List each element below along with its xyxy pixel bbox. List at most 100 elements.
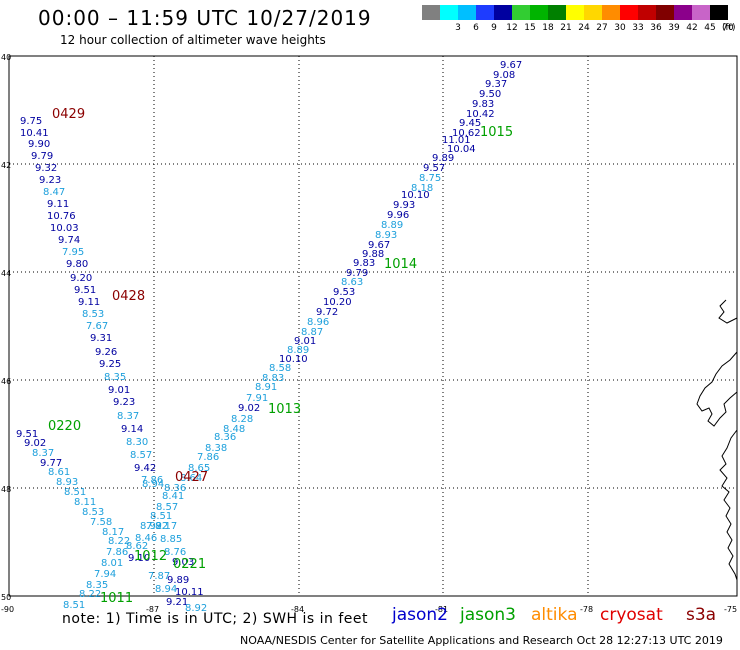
- wave-height-value: 9.57: [423, 163, 445, 174]
- wave-height-value: 9.26: [95, 347, 117, 358]
- legend-label: 24: [578, 23, 590, 33]
- wave-height-value: 8.65: [188, 463, 210, 474]
- wave-height-value: 9.03: [172, 557, 194, 568]
- legend-unit: (ft): [722, 23, 736, 33]
- wave-height-value: 9.96: [387, 210, 409, 221]
- legend-label: 70: [722, 23, 734, 33]
- legend-label: 9: [491, 23, 497, 33]
- wave-height-value: 9.88: [362, 249, 384, 260]
- legend-swatch: [494, 5, 512, 20]
- wave-height-value: 9.90: [28, 139, 50, 150]
- wave-height-value: 8.96: [307, 317, 329, 328]
- legend-swatch: [566, 5, 584, 20]
- wave-height-value: 8.53: [82, 507, 104, 518]
- wave-height-value: 8.35: [104, 372, 126, 383]
- wave-height-value: 9.08: [493, 70, 515, 81]
- lat-label: 46: [1, 377, 11, 386]
- wave-height-value: 8.94: [142, 479, 164, 490]
- wave-height-value: 8.11: [74, 497, 96, 508]
- legend-swatch: [656, 5, 674, 20]
- wave-height-value: 8.17: [155, 521, 177, 532]
- wave-height-value: 9.51: [16, 429, 38, 440]
- wave-height-value: 7.91: [246, 393, 268, 404]
- wave-height-value: 7.94: [94, 569, 116, 580]
- wave-height-value: 7.58: [90, 517, 112, 528]
- map-subtitle: 12 hour collection of altimeter wave hei…: [60, 33, 326, 47]
- wave-height-value: 8.51: [150, 511, 172, 522]
- lon-label: -84: [291, 605, 304, 614]
- axis-labels: 40 42 44 46 48 50 -90 -87 -84 -81 -78 -75: [1, 53, 737, 614]
- wave-height-value: 9.53: [333, 287, 355, 298]
- legend-swatch: [602, 5, 620, 20]
- map-frame: [8, 55, 738, 597]
- wave-height-value: 8.89: [381, 220, 403, 231]
- sat-label-jason3: jason3: [460, 605, 516, 625]
- wave-height-value: 9.79: [346, 268, 368, 279]
- wave-height-value: 7.95: [62, 247, 84, 258]
- legend-label: 12: [506, 23, 518, 33]
- legend-swatch: [710, 5, 728, 20]
- wave-height-value: 9.51: [74, 285, 96, 296]
- legend-swatch: [638, 5, 656, 20]
- legend-label: 30: [614, 23, 626, 33]
- wave-height-value: 8.36: [214, 432, 236, 443]
- wave-height-value: 8.48: [223, 424, 245, 435]
- wave-height-value: 9.79: [31, 151, 53, 162]
- wave-height-value: 9.01: [294, 336, 316, 347]
- wave-height-value: 8.75: [419, 173, 441, 184]
- legend-swatch: [584, 5, 602, 20]
- wave-height-value: 8.35: [86, 580, 108, 591]
- wave-height-value: 8.51: [63, 600, 85, 611]
- wave-height-value: 8.93: [375, 230, 397, 241]
- wave-height-value: 10.10: [279, 354, 308, 365]
- wave-height-value: 9.23: [39, 175, 61, 186]
- wave-height-value: 9.23: [113, 397, 135, 408]
- wave-height-value: 9.67: [368, 240, 390, 251]
- pass-time-label: 1011: [100, 591, 133, 606]
- legend-swatch: [440, 5, 458, 20]
- legend-label: 27: [596, 23, 608, 33]
- wave-height-value: 9.67: [500, 60, 522, 71]
- pass-labels-layer: 0429 0428 0427 1015 1014 1013 1012 1011 0220 0221: [48, 107, 513, 606]
- legend-label: 33: [632, 23, 644, 33]
- legend-label: 3: [455, 23, 461, 33]
- legend-swatch: [422, 5, 440, 20]
- wave-height-value: 9.89: [432, 153, 454, 164]
- wave-height-value: 9.50: [479, 89, 501, 100]
- legend-swatch: [692, 5, 710, 20]
- wave-height-value: 8.37: [117, 411, 139, 422]
- legend-label: 39: [668, 23, 680, 33]
- lat-label: 44: [1, 269, 11, 278]
- legend-swatch: [548, 5, 566, 20]
- wave-height-value: 8.64: [180, 473, 202, 484]
- legend-label: 18: [542, 23, 554, 33]
- pass-time-label: 1015: [480, 125, 513, 140]
- credit-line: NOAA/NESDIS Center for Satellite Applica…: [240, 634, 723, 647]
- wave-height-value: 9.31: [90, 333, 112, 344]
- wave-height-value: 9.80: [66, 259, 88, 270]
- wave-height-value: 7.92: [146, 521, 168, 532]
- sat-label-jason2: jason2: [392, 605, 448, 625]
- wave-height-value: 9.75: [20, 116, 42, 127]
- wave-height-value: 9.74: [58, 235, 80, 246]
- lat-label: 50: [1, 593, 11, 602]
- wave-height-value: 9.89: [167, 575, 189, 586]
- wave-height-value: 8.38: [205, 443, 227, 454]
- wave-height-value: 10.03: [50, 223, 79, 234]
- wave-height-value: 8.87: [301, 327, 323, 338]
- wave-height-value: 8.76: [164, 547, 186, 558]
- wave-height-value: 8.57: [130, 450, 152, 461]
- wave-height-value: 9.14: [121, 424, 143, 435]
- wave-height-value: 10.42: [466, 109, 495, 120]
- sat-label-s3a: s3a: [686, 605, 717, 625]
- wave-height-value: 11.01: [442, 135, 471, 146]
- wave-height-value: 8.89: [287, 345, 309, 356]
- wave-height-value: 9.83: [472, 99, 494, 110]
- footnote: note: 1) Time is in UTC; 2) SWH is in fe…: [62, 611, 369, 627]
- wave-height-value: 10.11: [175, 587, 204, 598]
- wave-height-value: 10.62: [452, 128, 481, 139]
- wave-height-value: 8.93: [56, 477, 78, 488]
- wave-height-value: 7.87: [148, 571, 170, 582]
- wave-height-value: 9.37: [485, 79, 507, 90]
- wave-height-value: 8.58: [269, 363, 291, 374]
